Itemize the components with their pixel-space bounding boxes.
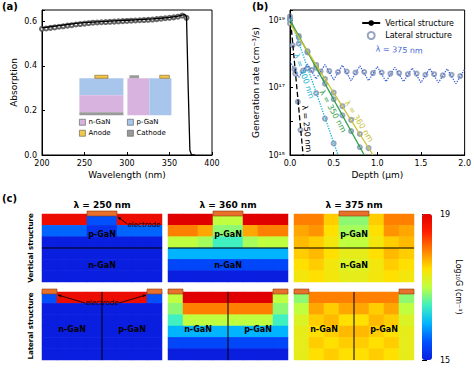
svg-text:λ = 360 nm: λ = 360 nm (343, 99, 376, 144)
svg-text:0.4: 0.4 (24, 61, 37, 70)
svg-text:λ = 250 nm: λ = 250 nm (300, 105, 313, 153)
svg-text:Lateral structure: Lateral structure (385, 31, 452, 40)
svg-text:2.0: 2.0 (458, 159, 471, 168)
svg-text:n-GaN: n-GaN (58, 325, 86, 334)
svg-text:0.5: 0.5 (327, 159, 340, 168)
svg-text:p-GaN: p-GaN (370, 325, 398, 334)
svg-text:0.0: 0.0 (24, 150, 37, 160)
svg-text:300: 300 (119, 159, 134, 168)
svg-text:Anode: Anode (88, 129, 110, 137)
svg-text:λ = 360 nm: λ = 360 nm (199, 200, 256, 210)
svg-text:λ = 250 nm: λ = 250 nm (73, 200, 130, 210)
svg-text:λ = 375 nm: λ = 375 nm (325, 200, 382, 210)
svg-text:10¹⁷: 10¹⁷ (268, 83, 285, 92)
svg-text:0.2: 0.2 (24, 106, 37, 115)
svg-text:n-GaN: n-GaN (184, 325, 212, 334)
svg-text:n-GaN: n-GaN (88, 118, 110, 126)
svg-text:n-GaN: n-GaN (214, 261, 242, 270)
svg-text:λ = 300 nm: λ = 300 nm (292, 52, 316, 100)
svg-text:15: 15 (440, 356, 450, 365)
svg-text:(c): (c) (2, 193, 17, 204)
svg-text:electrode: electrode (128, 221, 161, 229)
svg-text:Cathode: Cathode (136, 129, 165, 137)
svg-text:Absorption: Absorption (9, 58, 19, 107)
svg-text:Vertical structure: Vertical structure (27, 213, 35, 283)
svg-text:Vertical structure: Vertical structure (385, 19, 454, 28)
svg-text:Generation rate (cm⁻³/s): Generation rate (cm⁻³/s) (251, 27, 261, 138)
svg-text:λ = 350 nm: λ = 350 nm (317, 88, 348, 134)
svg-text:p-GaN: p-GaN (340, 230, 368, 239)
svg-text:p-GaN: p-GaN (88, 230, 116, 239)
svg-text:10¹⁵: 10¹⁵ (268, 151, 285, 160)
svg-text:19: 19 (440, 210, 450, 219)
svg-text:350: 350 (162, 159, 177, 168)
svg-text:n-GaN: n-GaN (310, 325, 338, 334)
svg-text:400: 400 (204, 159, 219, 168)
svg-text:p-GaN: p-GaN (214, 230, 242, 239)
svg-text:Log₁₀G (cm⁻³): Log₁₀G (cm⁻³) (454, 259, 463, 314)
svg-text:Depth (μm): Depth (μm) (351, 170, 403, 180)
svg-text:1.5: 1.5 (415, 159, 428, 168)
svg-text:electrode: electrode (86, 299, 119, 307)
svg-text:(b): (b) (252, 1, 268, 12)
svg-text:p-GaN: p-GaN (244, 325, 272, 334)
svg-text:Wavelength (nm): Wavelength (nm) (88, 170, 166, 180)
svg-text:n-GaN: n-GaN (340, 261, 368, 270)
svg-text:10¹⁹: 10¹⁹ (268, 16, 285, 25)
svg-text:250: 250 (77, 159, 92, 168)
svg-text:p-GaN: p-GaN (136, 118, 158, 126)
svg-text:p-GaN: p-GaN (118, 325, 146, 334)
svg-text:λ = 375 nm: λ = 375 nm (375, 44, 423, 55)
svg-text:1.0: 1.0 (371, 159, 384, 168)
svg-text:n-GaN: n-GaN (88, 261, 116, 270)
svg-text:Lateral structure: Lateral structure (27, 292, 35, 359)
svg-text:(a): (a) (2, 1, 18, 12)
svg-text:0.6: 0.6 (24, 17, 37, 26)
svg-text:0.0: 0.0 (284, 159, 297, 168)
svg-text:200: 200 (34, 159, 49, 168)
